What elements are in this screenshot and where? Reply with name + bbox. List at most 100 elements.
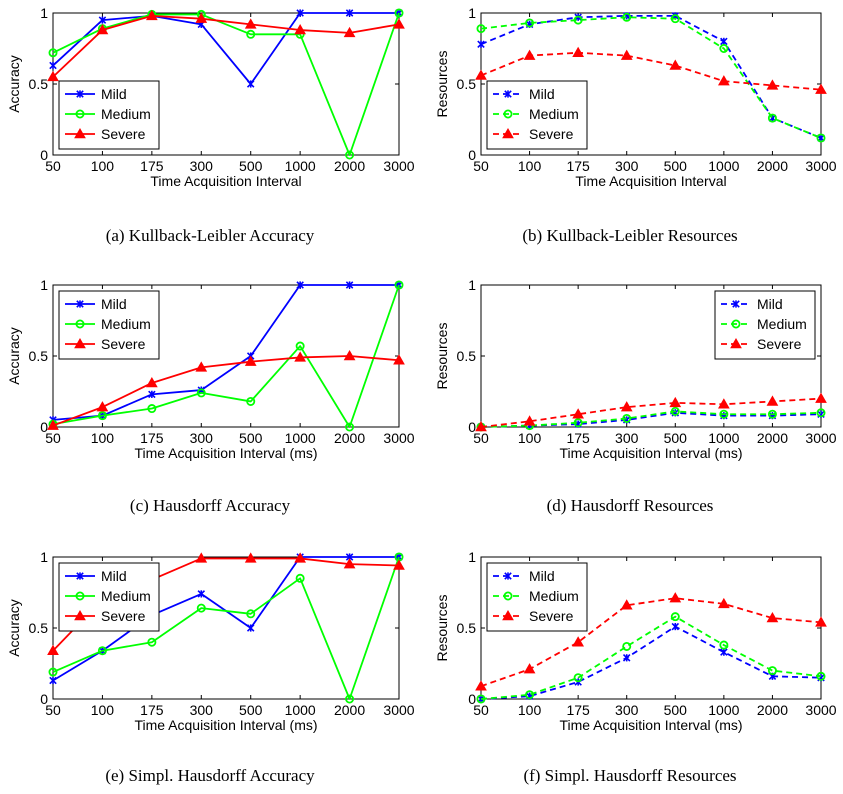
legend-label-mild-f: Mild	[529, 568, 555, 584]
legend-label-medium-d: Medium	[757, 316, 807, 332]
x-axis-label-b: Time Acquisition Interval	[575, 173, 726, 189]
x-tick-label-e: 500	[239, 702, 263, 718]
x-axis-label-f: Time Acquisition Interval (ms)	[559, 717, 742, 733]
legend-label-medium-e: Medium	[101, 588, 151, 604]
y-tick-label-e: 0.5	[29, 620, 49, 636]
caption-c: (c) Hausdorff Accuracy	[0, 496, 420, 516]
y-axis-label-a: Accuracy	[6, 55, 22, 113]
legend-f: Mild Medium Severe	[487, 563, 587, 631]
x-tick-label-e: 300	[190, 702, 214, 718]
x-tick-label-e: 1000	[285, 702, 316, 718]
x-tick-label-b: 3000	[805, 158, 836, 174]
y-axis-label-e: Accuracy	[6, 599, 22, 657]
caption-d: (d) Hausdorff Resources	[420, 496, 840, 516]
x-axis-label-e: Time Acquisition Interval (ms)	[134, 717, 317, 733]
x-axis-label-a: Time Acquisition Interval	[150, 173, 301, 189]
x-tick-label-c: 100	[91, 430, 115, 446]
caption-f: (f) Simpl. Hausdorff Resources	[420, 766, 840, 786]
x-tick-label-a: 3000	[383, 158, 414, 174]
y-tick-label-b: 1	[468, 5, 476, 21]
x-tick-label-d: 300	[615, 430, 639, 446]
x-tick-label-d: 500	[664, 430, 688, 446]
legend-label-medium-c: Medium	[101, 316, 151, 332]
x-tick-label-f: 100	[518, 702, 542, 718]
x-tick-label-f: 2000	[757, 702, 788, 718]
x-tick-label-e: 175	[140, 702, 164, 718]
caption-e: (e) Simpl. Hausdorff Accuracy	[0, 766, 420, 786]
x-tick-label-c: 1000	[285, 430, 316, 446]
y-tick-label-d: 1	[468, 277, 476, 293]
y-tick-label-c: 0	[40, 419, 48, 435]
y-tick-label-d: 0	[468, 419, 476, 435]
y-tick-label-f: 1	[468, 549, 476, 565]
legend-c: Mild Medium Severe	[59, 291, 159, 359]
legend-label-severe-a: Severe	[101, 126, 146, 142]
x-tick-label-f: 175	[566, 702, 590, 718]
x-tick-label-a: 300	[190, 158, 214, 174]
legend-label-severe-f: Severe	[529, 608, 574, 624]
legend-label-severe-d: Severe	[757, 336, 802, 352]
x-tick-label-f: 300	[615, 702, 639, 718]
y-axis-label-b: Resources	[434, 51, 450, 118]
x-tick-label-e: 100	[91, 702, 115, 718]
legend-label-severe-e: Severe	[101, 608, 146, 624]
y-tick-label-a: 0	[40, 147, 48, 163]
legend-d: Mild Medium Severe	[715, 291, 815, 359]
legend-label-mild-c: Mild	[101, 296, 127, 312]
x-tick-label-b: 2000	[757, 158, 788, 174]
x-tick-label-a: 500	[239, 158, 263, 174]
y-tick-label-c: 1	[40, 277, 48, 293]
x-tick-label-d: 100	[518, 430, 542, 446]
x-axis-label-d: Time Acquisition Interval (ms)	[559, 445, 742, 461]
x-tick-label-e: 2000	[334, 702, 365, 718]
y-tick-label-e: 1	[40, 549, 48, 565]
caption-b: (b) Kullback-Leibler Resources	[420, 226, 840, 246]
x-tick-label-d: 175	[566, 430, 590, 446]
legend-label-severe-c: Severe	[101, 336, 146, 352]
legend-label-mild-b: Mild	[529, 86, 555, 102]
legend-label-severe-b: Severe	[529, 126, 574, 142]
legend-label-mild-d: Mild	[757, 296, 783, 312]
y-axis-label-d: Resources	[434, 323, 450, 390]
chart-e: 50 100 175 300 500 1000 2000 300000.51Time Acqu…	[6, 549, 415, 733]
x-tick-label-b: 500	[664, 158, 688, 174]
x-tick-label-a: 175	[140, 158, 164, 174]
legend-label-medium-f: Medium	[529, 588, 579, 604]
x-tick-label-b: 175	[566, 158, 590, 174]
x-tick-label-f: 500	[664, 702, 688, 718]
x-tick-label-b: 1000	[708, 158, 739, 174]
y-axis-label-f: Resources	[434, 595, 450, 662]
y-tick-label-b: 0.5	[457, 76, 477, 92]
legend-label-medium-b: Medium	[529, 106, 579, 122]
chart-b: 50 100 175 300 500 1000 2000 300000.51Time Acqu…	[434, 5, 837, 189]
x-tick-label-b: 100	[518, 158, 542, 174]
y-tick-label-d: 0.5	[457, 348, 477, 364]
x-tick-label-d: 2000	[757, 430, 788, 446]
chart-a: 50 100 175 300 500 1000 2000 3000 0 0.5 1 Time Acqu…	[6, 5, 415, 189]
x-tick-label-f: 1000	[708, 702, 739, 718]
y-axis-label-c: Accuracy	[6, 327, 22, 385]
x-tick-label-a: 100	[91, 158, 115, 174]
y-tick-label-c: 0.5	[29, 348, 49, 364]
y-tick-label-a: 0.5	[29, 76, 49, 92]
x-tick-label-c: 500	[239, 430, 263, 446]
legend-b: Mild Medium Severe	[487, 81, 587, 149]
chart-d: 50 100 175 300 500 1000 2000 300000.51Time Acqu…	[434, 277, 837, 461]
legend-label-medium-a: Medium	[101, 106, 151, 122]
x-axis-label-c: Time Acquisition Interval (ms)	[134, 445, 317, 461]
x-tick-label-f: 3000	[805, 702, 836, 718]
caption-a: (a) Kullback-Leibler Accuracy	[0, 226, 420, 246]
x-tick-label-d: 1000	[708, 430, 739, 446]
x-tick-label-d: 3000	[805, 430, 836, 446]
x-tick-label-c: 2000	[334, 430, 365, 446]
y-tick-label-f: 0	[468, 691, 476, 707]
x-tick-label-c: 3000	[383, 430, 414, 446]
x-tick-label-b: 300	[615, 158, 639, 174]
y-tick-label-a: 1	[40, 5, 48, 21]
y-tick-label-b: 0	[468, 147, 476, 163]
x-tick-label-a: 1000	[285, 158, 316, 174]
x-tick-label-a: 2000	[334, 158, 365, 174]
y-tick-label-f: 0.5	[457, 620, 477, 636]
legend-label-mild-e: Mild	[101, 568, 127, 584]
